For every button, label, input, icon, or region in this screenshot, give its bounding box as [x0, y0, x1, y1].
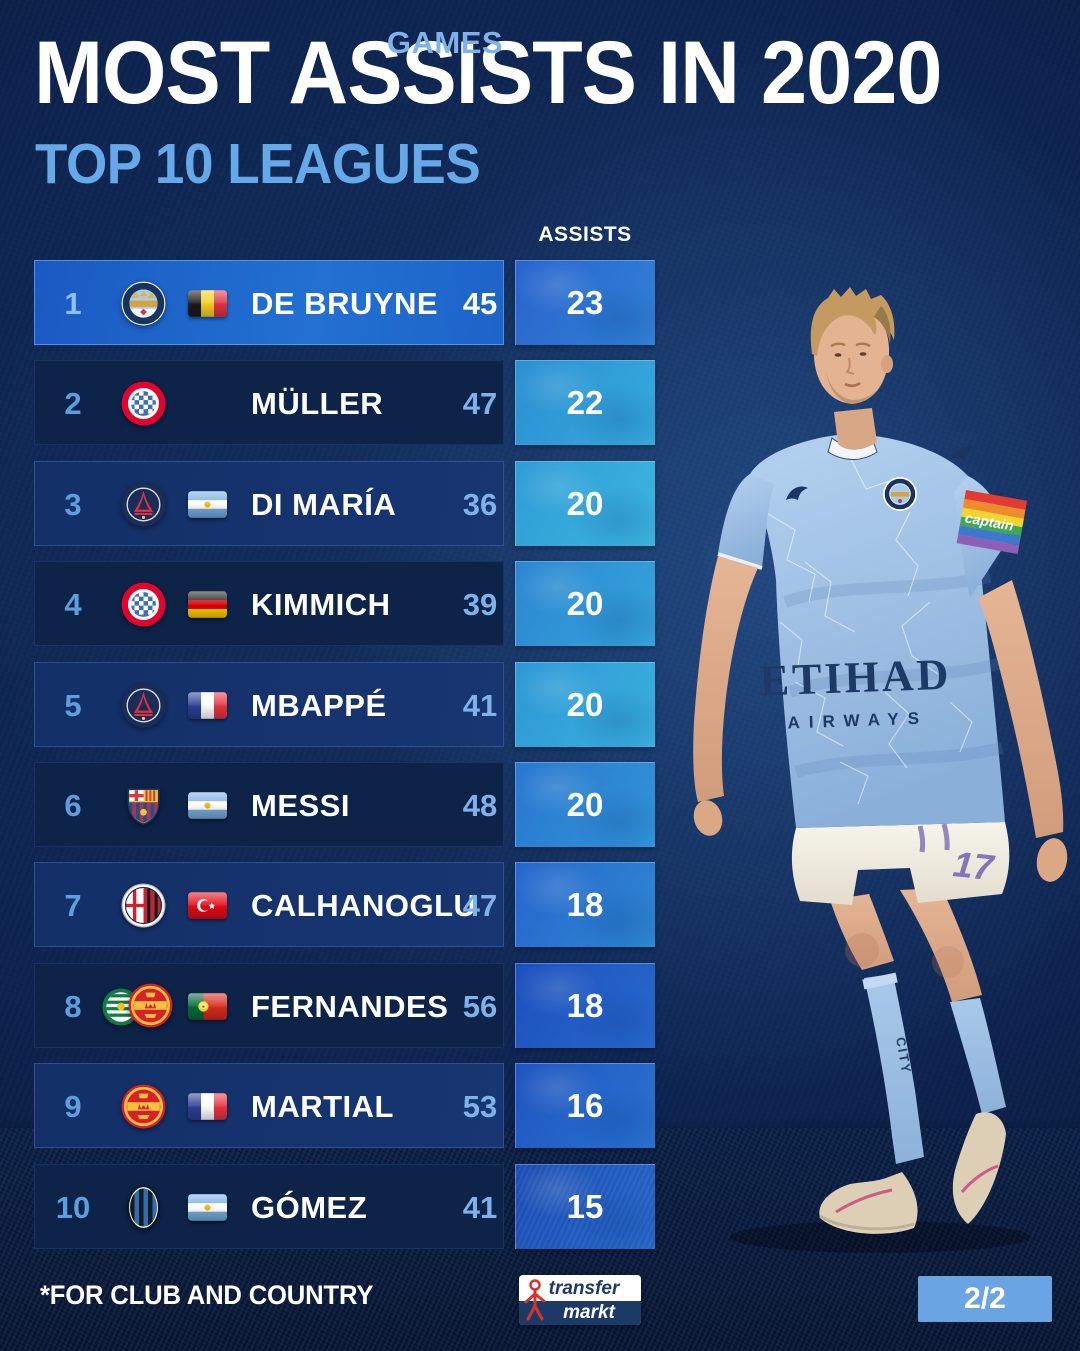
row-background: 8 FERNANDES 56 — [34, 962, 504, 1049]
player-name: MBAPPÉ — [251, 687, 387, 723]
rank-label: 4 — [64, 587, 82, 623]
sock-text: CITY — [893, 1036, 914, 1076]
row-background: 3 DI MARÍA 36 — [34, 460, 504, 547]
flag-belgium-icon — [188, 290, 227, 317]
games-value: 36 — [462, 486, 498, 522]
games-value: 45 — [462, 286, 498, 321]
club-crest — [88, 663, 184, 748]
club-crest — [88, 361, 184, 446]
rank-label: 2 — [64, 386, 82, 422]
row-background: 4 KIMMICH 39 — [34, 561, 504, 647]
table-row: 8 FERNANDES 56 18 — [34, 962, 655, 1049]
player-name: MESSI — [251, 788, 350, 823]
crest-psg-icon — [121, 482, 166, 527]
games-value: 47 — [462, 888, 498, 924]
table-row: 4 KIMMICH 39 20 — [34, 561, 655, 647]
club-crest — [88, 462, 184, 547]
club-crest — [88, 763, 184, 848]
crest-bayern-munich-icon — [121, 582, 166, 627]
crest-manchester-city-icon — [121, 281, 166, 326]
table-row: 3 DI MARÍA 36 20 — [34, 460, 655, 547]
crest-bayern-munich-icon — [121, 381, 166, 426]
table-row: 5 MBAPPÉ 41 20 — [34, 661, 655, 748]
club-crest — [88, 562, 184, 647]
rank-label: 6 — [64, 788, 82, 823]
rank-label: 1 — [64, 286, 82, 321]
games-value: 48 — [462, 788, 498, 823]
club-crest — [88, 863, 184, 948]
crest-psg-icon — [121, 683, 166, 728]
player-name: DE BRUYNE — [251, 286, 439, 321]
puma-logo — [786, 486, 808, 500]
games-value: 39 — [462, 587, 498, 623]
rainbow-captain-armband: captain — [956, 490, 1028, 554]
transfermarkt-logo: transfer markt — [519, 1275, 641, 1325]
player-name: KIMMICH — [251, 587, 391, 623]
footnote: *FOR CLUB AND COUNTRY — [40, 1280, 374, 1310]
player-name: MÜLLER — [251, 386, 384, 422]
player-name: CALHANOGLU — [251, 888, 477, 924]
flag-argentina-icon — [188, 491, 227, 518]
player-name: DI MARÍA — [251, 486, 397, 522]
flag-germany-icon — [188, 591, 227, 618]
shirt-sponsor: ETIHAD — [759, 650, 952, 706]
row-background: 5 MBAPPÉ 41 — [34, 661, 504, 748]
games-value: 41 — [462, 687, 498, 723]
club-crest — [88, 964, 184, 1049]
crest-barcelona-icon — [121, 783, 166, 828]
player-photo: CITY 17 ETIHAD AIRWAYS — [600, 262, 1080, 1284]
flag-france-icon — [188, 692, 227, 719]
crest-sporting-cp-icon — [102, 988, 140, 1026]
assists-column-header: ASSISTS — [538, 223, 632, 246]
row-background: 2 MÜLLER 47 — [34, 360, 504, 446]
table-row: 7 CALHANOGLU 47 18 — [34, 862, 655, 948]
page-indicator-badge: 2/2 — [918, 1276, 1052, 1322]
shorts-number: 17 — [951, 843, 997, 888]
rank-label: 5 — [64, 687, 82, 723]
table-row: 1 DE BRUYNE 45 23 — [34, 260, 655, 345]
crest-manchester-united-icon — [128, 983, 173, 1028]
table-row: 6 MESSI 48 20 — [34, 762, 655, 847]
flag-portugal-icon — [188, 993, 227, 1020]
transfermarkt-figure-icon — [524, 1279, 546, 1321]
player-ground-shadow — [730, 1221, 1030, 1253]
rank-label: 3 — [64, 486, 82, 522]
crest-ac-milan-icon — [121, 883, 166, 928]
rank-label: 7 — [64, 888, 82, 924]
row-background: 1 DE BRUYNE 45 — [34, 260, 504, 345]
page-subtitle: TOP 10 LEAGUES — [35, 132, 481, 196]
flag-argentina-icon — [188, 792, 227, 819]
games-column-header: GAMES — [386, 25, 504, 60]
shirt-sponsor-line2: AIRWAYS — [787, 709, 928, 733]
games-value: 56 — [462, 988, 498, 1024]
rank-label: 8 — [64, 988, 82, 1024]
player-name: FERNANDES — [251, 988, 449, 1024]
flag-turkey-icon — [188, 892, 227, 919]
club-crest — [88, 261, 184, 346]
table-row: 2 MÜLLER 47 22 — [34, 360, 655, 446]
page-title: MOST ASSISTS IN 2020 — [34, 22, 942, 122]
shirt-crest — [883, 477, 917, 511]
row-background: 7 CALHANOGLU 47 — [34, 862, 504, 948]
games-value: 47 — [462, 386, 498, 422]
row-background: 6 MESSI 48 — [34, 762, 504, 847]
flag-france-icon — [188, 1093, 227, 1120]
